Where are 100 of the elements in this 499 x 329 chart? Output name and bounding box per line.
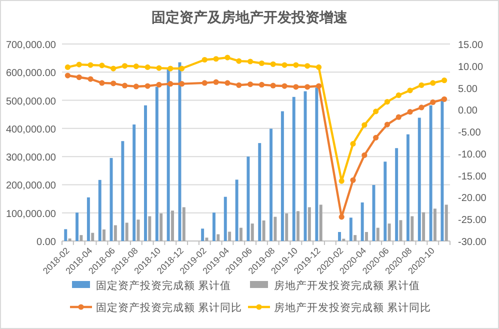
point [282,83,288,89]
point [133,64,139,70]
bar [280,111,284,241]
y2-tick-label: 5.00 [458,84,478,95]
bar [440,98,444,241]
point [88,62,94,68]
bar [76,212,79,241]
bar [388,224,391,241]
bar [68,238,72,241]
point [156,82,162,88]
point [247,81,254,88]
point [362,122,368,128]
bar [406,134,410,241]
point [373,134,379,140]
bar [262,220,266,241]
bar [228,232,232,241]
bar [365,232,368,241]
bar [285,213,288,241]
point [122,82,128,88]
point [213,56,219,62]
point [407,88,413,94]
point [396,114,402,120]
y-tick-label: 500,000.00 [6,96,56,108]
point [304,84,310,90]
point [304,63,310,69]
bar [216,234,220,241]
bar [235,180,238,241]
bar [224,196,227,241]
bar [250,224,254,241]
y2-tick-label: 15.00 [458,40,484,51]
point [168,81,174,87]
point [293,84,299,90]
y-tick-label: 600,000.00 [6,68,56,80]
point [258,82,265,88]
bar [148,216,152,241]
y-tick-label: 0.00 [36,237,56,248]
point [293,62,299,68]
bar [399,220,402,241]
point [236,82,242,88]
y2-tick-label: -20.00 [458,193,487,204]
y-tick-label: 700,000.00 [6,40,56,51]
bar [239,228,242,241]
point [316,83,322,89]
bar [349,218,352,241]
point [441,78,448,84]
point [76,62,82,68]
bar [354,235,357,241]
point [258,60,265,66]
bar [171,210,174,241]
bar [308,207,311,241]
bar [155,86,158,241]
point [179,66,185,72]
point [122,63,128,69]
bar [91,232,94,241]
bar [274,216,277,241]
y2-tick-label: 10.00 [458,62,484,73]
point [384,122,390,128]
bar [418,118,421,241]
bar [433,208,436,241]
bar [246,156,250,241]
bar [292,96,296,241]
bar [205,238,208,241]
y2-tick-label: -15.00 [458,171,487,182]
bar [360,202,364,241]
point [282,62,288,68]
bar [270,128,273,241]
bar [315,88,318,241]
point [133,84,139,90]
point [407,109,413,115]
point [224,80,230,86]
bar [86,197,90,241]
legend-label: 固定资产投资完成额 累计值 [96,279,231,292]
chart-title: 固定资产及房地产开发投资增速 [152,9,348,25]
bar [160,213,163,241]
bar [384,162,387,241]
point [350,141,356,147]
point [338,214,344,220]
bar [64,229,68,241]
y-tick-label: 200,000.00 [6,180,56,192]
bar [304,91,307,241]
y2-tick-label: -25.00 [458,215,487,226]
legend-label: 房地产开发投资完成额 累计同比 [274,301,431,314]
point [441,96,448,102]
point [64,64,71,70]
bar [338,232,341,241]
point [202,80,208,86]
point [373,108,379,114]
point [430,99,436,106]
point [270,82,276,88]
point [236,58,242,64]
point [144,64,150,70]
point [396,92,402,98]
point [430,80,436,86]
bar [121,141,124,241]
point [88,76,94,82]
y-tick-label: 100,000.00 [6,208,56,220]
y2-tick-label: -5.00 [458,128,482,139]
bar [132,124,136,241]
bar [429,105,432,241]
bar [376,228,380,241]
